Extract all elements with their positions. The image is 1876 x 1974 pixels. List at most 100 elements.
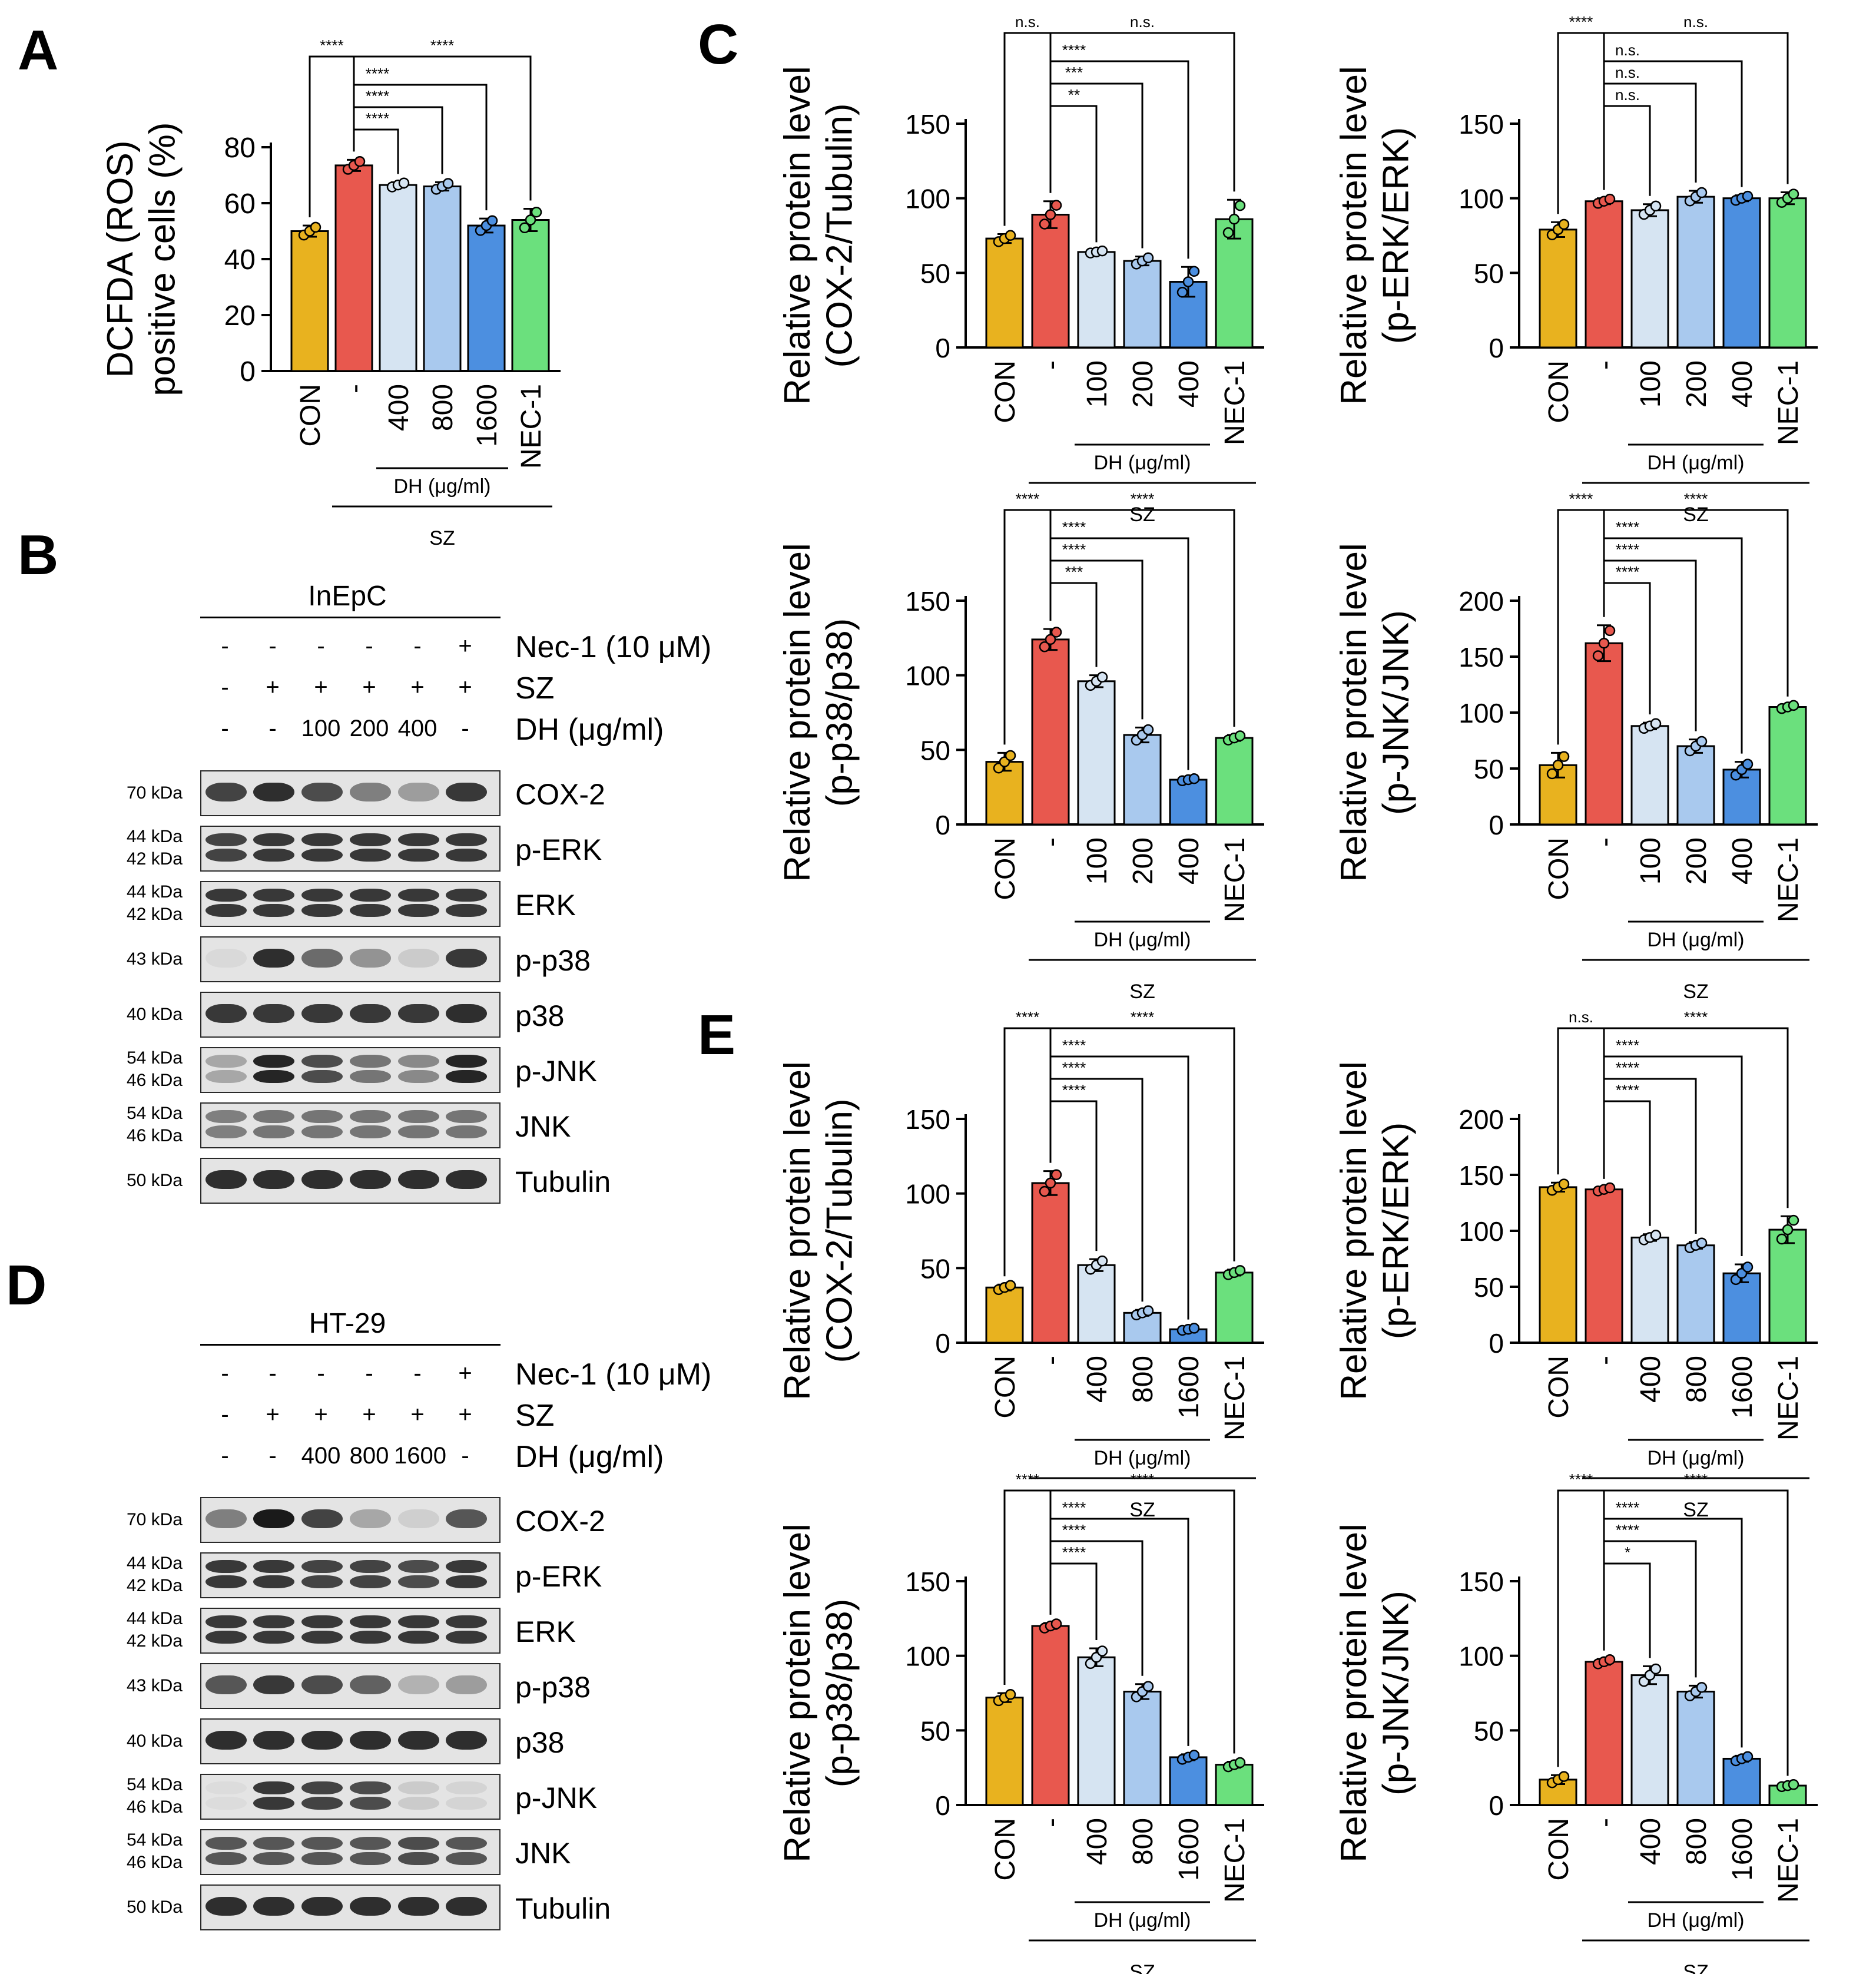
condition-label: DH (μg/ml) [515,713,664,747]
sig-bracket [1604,1518,1743,1748]
blot-band [253,1054,294,1068]
x-tick-label: 800 [1681,1818,1712,1865]
data-point [1005,1689,1016,1700]
sig-bracket [1604,537,1743,754]
blot-band [206,1575,247,1589]
kda-label: 44 kDa [126,882,183,902]
blot-strip [200,1158,501,1204]
y-axis-label: Relative protein level(COX-2/Tubulin) [777,1061,860,1400]
data-point [1142,1305,1154,1317]
y-axis-label-line: (p-JNK/JNK) [1375,610,1416,815]
data-point [1222,227,1234,239]
kda-label: 42 kDa [126,1631,183,1651]
blot-band [301,904,343,918]
blot-band [206,1797,247,1810]
blot-band [206,1070,247,1084]
blot-band [446,1109,487,1123]
sig-bracket [1557,509,1604,745]
blot-strip [200,770,501,816]
x-tick-label: 100 [1635,837,1666,885]
blot-band [253,1109,294,1123]
x-tick-label: 100 [1635,360,1666,408]
kda-label: 50 kDa [126,1171,183,1190]
condition-mark: - [221,1443,229,1469]
data-point [1788,188,1799,200]
sig-label: **** [1616,1059,1639,1077]
condition-mark: + [458,633,472,659]
protein-label: p-p38 [515,944,591,977]
sig-bracket [1050,1055,1189,1320]
data-point [531,206,542,218]
sig-bracket [1604,1078,1697,1234]
blot-band [206,849,247,862]
y-tick-label: 0 [935,1328,950,1359]
condition-mark: - [365,633,373,659]
blot-band [301,1575,343,1589]
bar [1215,218,1254,349]
bar [1676,1690,1715,1806]
bar [1031,214,1070,349]
x-tick-label: 400 [1082,1356,1113,1403]
sig-label: **** [1062,1081,1086,1099]
y-tick-label: 0 [1489,810,1504,840]
y-tick-label: 150 [905,109,950,140]
sig-bracket [1604,60,1743,187]
x-tick-label: NEC-1 [1219,837,1251,922]
blot-band [398,1109,439,1123]
data-point [1552,760,1564,771]
bar [1676,196,1715,349]
bar [1031,1625,1070,1806]
data-point [1604,1654,1616,1665]
blot-band [446,1170,487,1190]
panel-letter-e: E [698,1003,735,1067]
sig-label: **** [1062,1059,1086,1077]
blot-band [446,849,487,862]
bar [1215,1764,1254,1806]
sig-label: **** [1062,1521,1086,1539]
kda-label: 42 kDa [126,905,183,924]
dh-label: DH (μg/ml) [1093,929,1191,951]
data-point [1182,276,1194,287]
sig-label: **** [1569,1470,1593,1488]
condition-mark: - [269,633,277,659]
condition-mark: - [269,716,277,741]
sig-label: * [1625,1544,1630,1561]
kda-label: 40 kDa [126,1731,183,1751]
x-tick-label: 400 [1727,360,1758,408]
x-tick-label: 800 [1681,1356,1712,1403]
blot-band [398,783,439,802]
sig-label: **** [1684,490,1708,508]
protein-label: COX-2 [515,778,605,811]
blot-band [253,1852,294,1866]
data-point [1050,1618,1062,1629]
sig-label: **** [1616,1081,1639,1099]
y-axis-label-line: Relative protein level [777,1523,818,1863]
sig-label: **** [1131,490,1154,508]
x-tick-label: 200 [1128,360,1159,408]
blot-band [350,949,391,968]
condition-mark: + [266,674,280,700]
blot-strip [200,1663,501,1709]
data-point [1039,1185,1050,1197]
y-tick-label: 100 [1459,1216,1504,1247]
sig-label: **** [1616,1499,1639,1516]
kda-label: 44 kDa [126,1554,183,1573]
condition-mark: - [221,1402,229,1427]
y-tick-label: 0 [240,356,256,387]
kda-label: 40 kDa [126,1005,183,1024]
kda-label: 46 kDa [126,1797,183,1817]
sig-label: **** [1062,541,1086,558]
data-point [1188,1323,1200,1334]
bar [334,164,373,372]
bar [1630,1236,1669,1344]
blot-band [446,1615,487,1628]
bar [1169,779,1208,826]
blot-cell-line: InEpC [308,581,387,612]
sig-bracket [309,55,354,217]
y-tick-label: 60 [224,188,256,220]
data-point [310,221,321,233]
y-axis-label: Relative protein level(p-JNK/JNK) [1334,1523,1416,1863]
sig-bracket [1050,1078,1144,1302]
sig-bracket [1604,1562,1651,1658]
bar [1585,642,1623,826]
